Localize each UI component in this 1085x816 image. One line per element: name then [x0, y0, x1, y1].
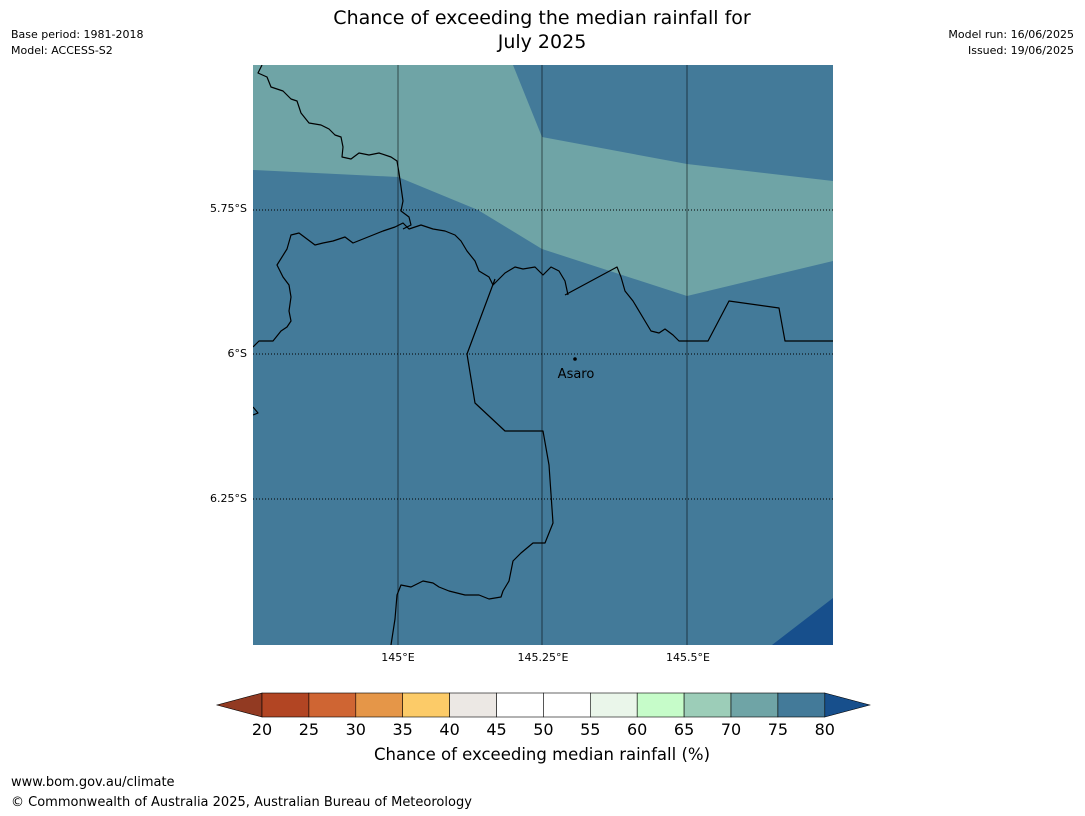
colorbar-segment — [777, 692, 826, 718]
colorbar-segment — [496, 692, 544, 718]
colorbar-title: Chance of exceeding median rainfall (%) — [373, 745, 711, 764]
colorbar — [215, 692, 871, 718]
colorbar-segment — [355, 692, 404, 718]
map-title-line-1: Chance of exceeding the median rainfall … — [333, 7, 751, 29]
colorbar-segment — [308, 692, 357, 718]
colorbar-segment — [730, 692, 779, 718]
base-period-text: Base period: 1981-2018 — [11, 28, 144, 41]
colorbar-segment — [543, 692, 591, 718]
rainfall-map: Asaro — [253, 65, 833, 645]
colorbar-segment — [683, 692, 732, 718]
colorbar-tick-label: 60 — [627, 720, 648, 739]
lat-label-6: 6°S — [227, 347, 247, 360]
model-text: Model: ACCESS-S2 — [11, 44, 113, 57]
colorbar-segment — [636, 692, 685, 718]
colorbar-tick-label: 65 — [673, 720, 695, 739]
colorbar-tick-label: 50 — [533, 720, 554, 739]
colorbar-segment — [402, 692, 450, 718]
lon-label-145-25: 145.25°E — [517, 651, 569, 664]
border-north — [257, 65, 412, 230]
issued-text: Issued: 19/06/2025 — [967, 44, 1074, 57]
footer-copyright: © Commonwealth of Australia 2025, Austra… — [11, 795, 472, 810]
colorbar-tick-label: 55 — [580, 720, 601, 739]
colorbar-segment — [589, 692, 638, 718]
colorbar-tick-label: 75 — [767, 720, 789, 739]
border-south — [390, 278, 554, 645]
colorbar-segment — [449, 692, 497, 718]
colorbar-under-arrow — [215, 692, 263, 718]
colorbar-tick-label: 20 — [251, 720, 273, 739]
metadata-right: Model run: 16/06/2025 Issued: 19/06/2025 — [948, 27, 1074, 59]
colorbar-tick-label: 35 — [392, 720, 413, 739]
map-title-line-2: July 2025 — [497, 31, 587, 53]
border-east — [564, 266, 833, 342]
colorbar-segment — [261, 692, 310, 718]
colorbar-tick-label: 30 — [345, 720, 366, 739]
lon-label-145: 145°E — [381, 651, 415, 664]
colorbar-over-arrow — [824, 692, 871, 718]
border-west-edge — [253, 406, 259, 416]
border-central — [253, 222, 569, 348]
asaro-marker-icon — [573, 357, 577, 361]
map-title: Chance of exceeding the median rainfall … — [230, 6, 854, 54]
asaro-label: Asaro — [558, 367, 595, 382]
model-run-text: Model run: 16/06/2025 — [948, 28, 1074, 41]
colorbar-tick-label: 25 — [298, 720, 320, 739]
colorbar-tick-label: 70 — [720, 720, 742, 739]
colorbar-tick-label: 40 — [439, 720, 460, 739]
metadata-left: Base period: 1981-2018 Model: ACCESS-S2 — [11, 27, 143, 59]
colorbar-tick-label: 80 — [814, 720, 835, 739]
band-above-80-region — [772, 598, 833, 645]
colorbar-tick-label: 45 — [486, 720, 507, 739]
lat-label-5-75: 5.75°S — [210, 202, 247, 215]
lon-label-145-5: 145.5°E — [666, 651, 710, 664]
lat-label-6-25: 6.25°S — [210, 492, 247, 505]
footer-url[interactable]: www.bom.gov.au/climate — [11, 775, 175, 790]
province-borders — [253, 65, 833, 645]
